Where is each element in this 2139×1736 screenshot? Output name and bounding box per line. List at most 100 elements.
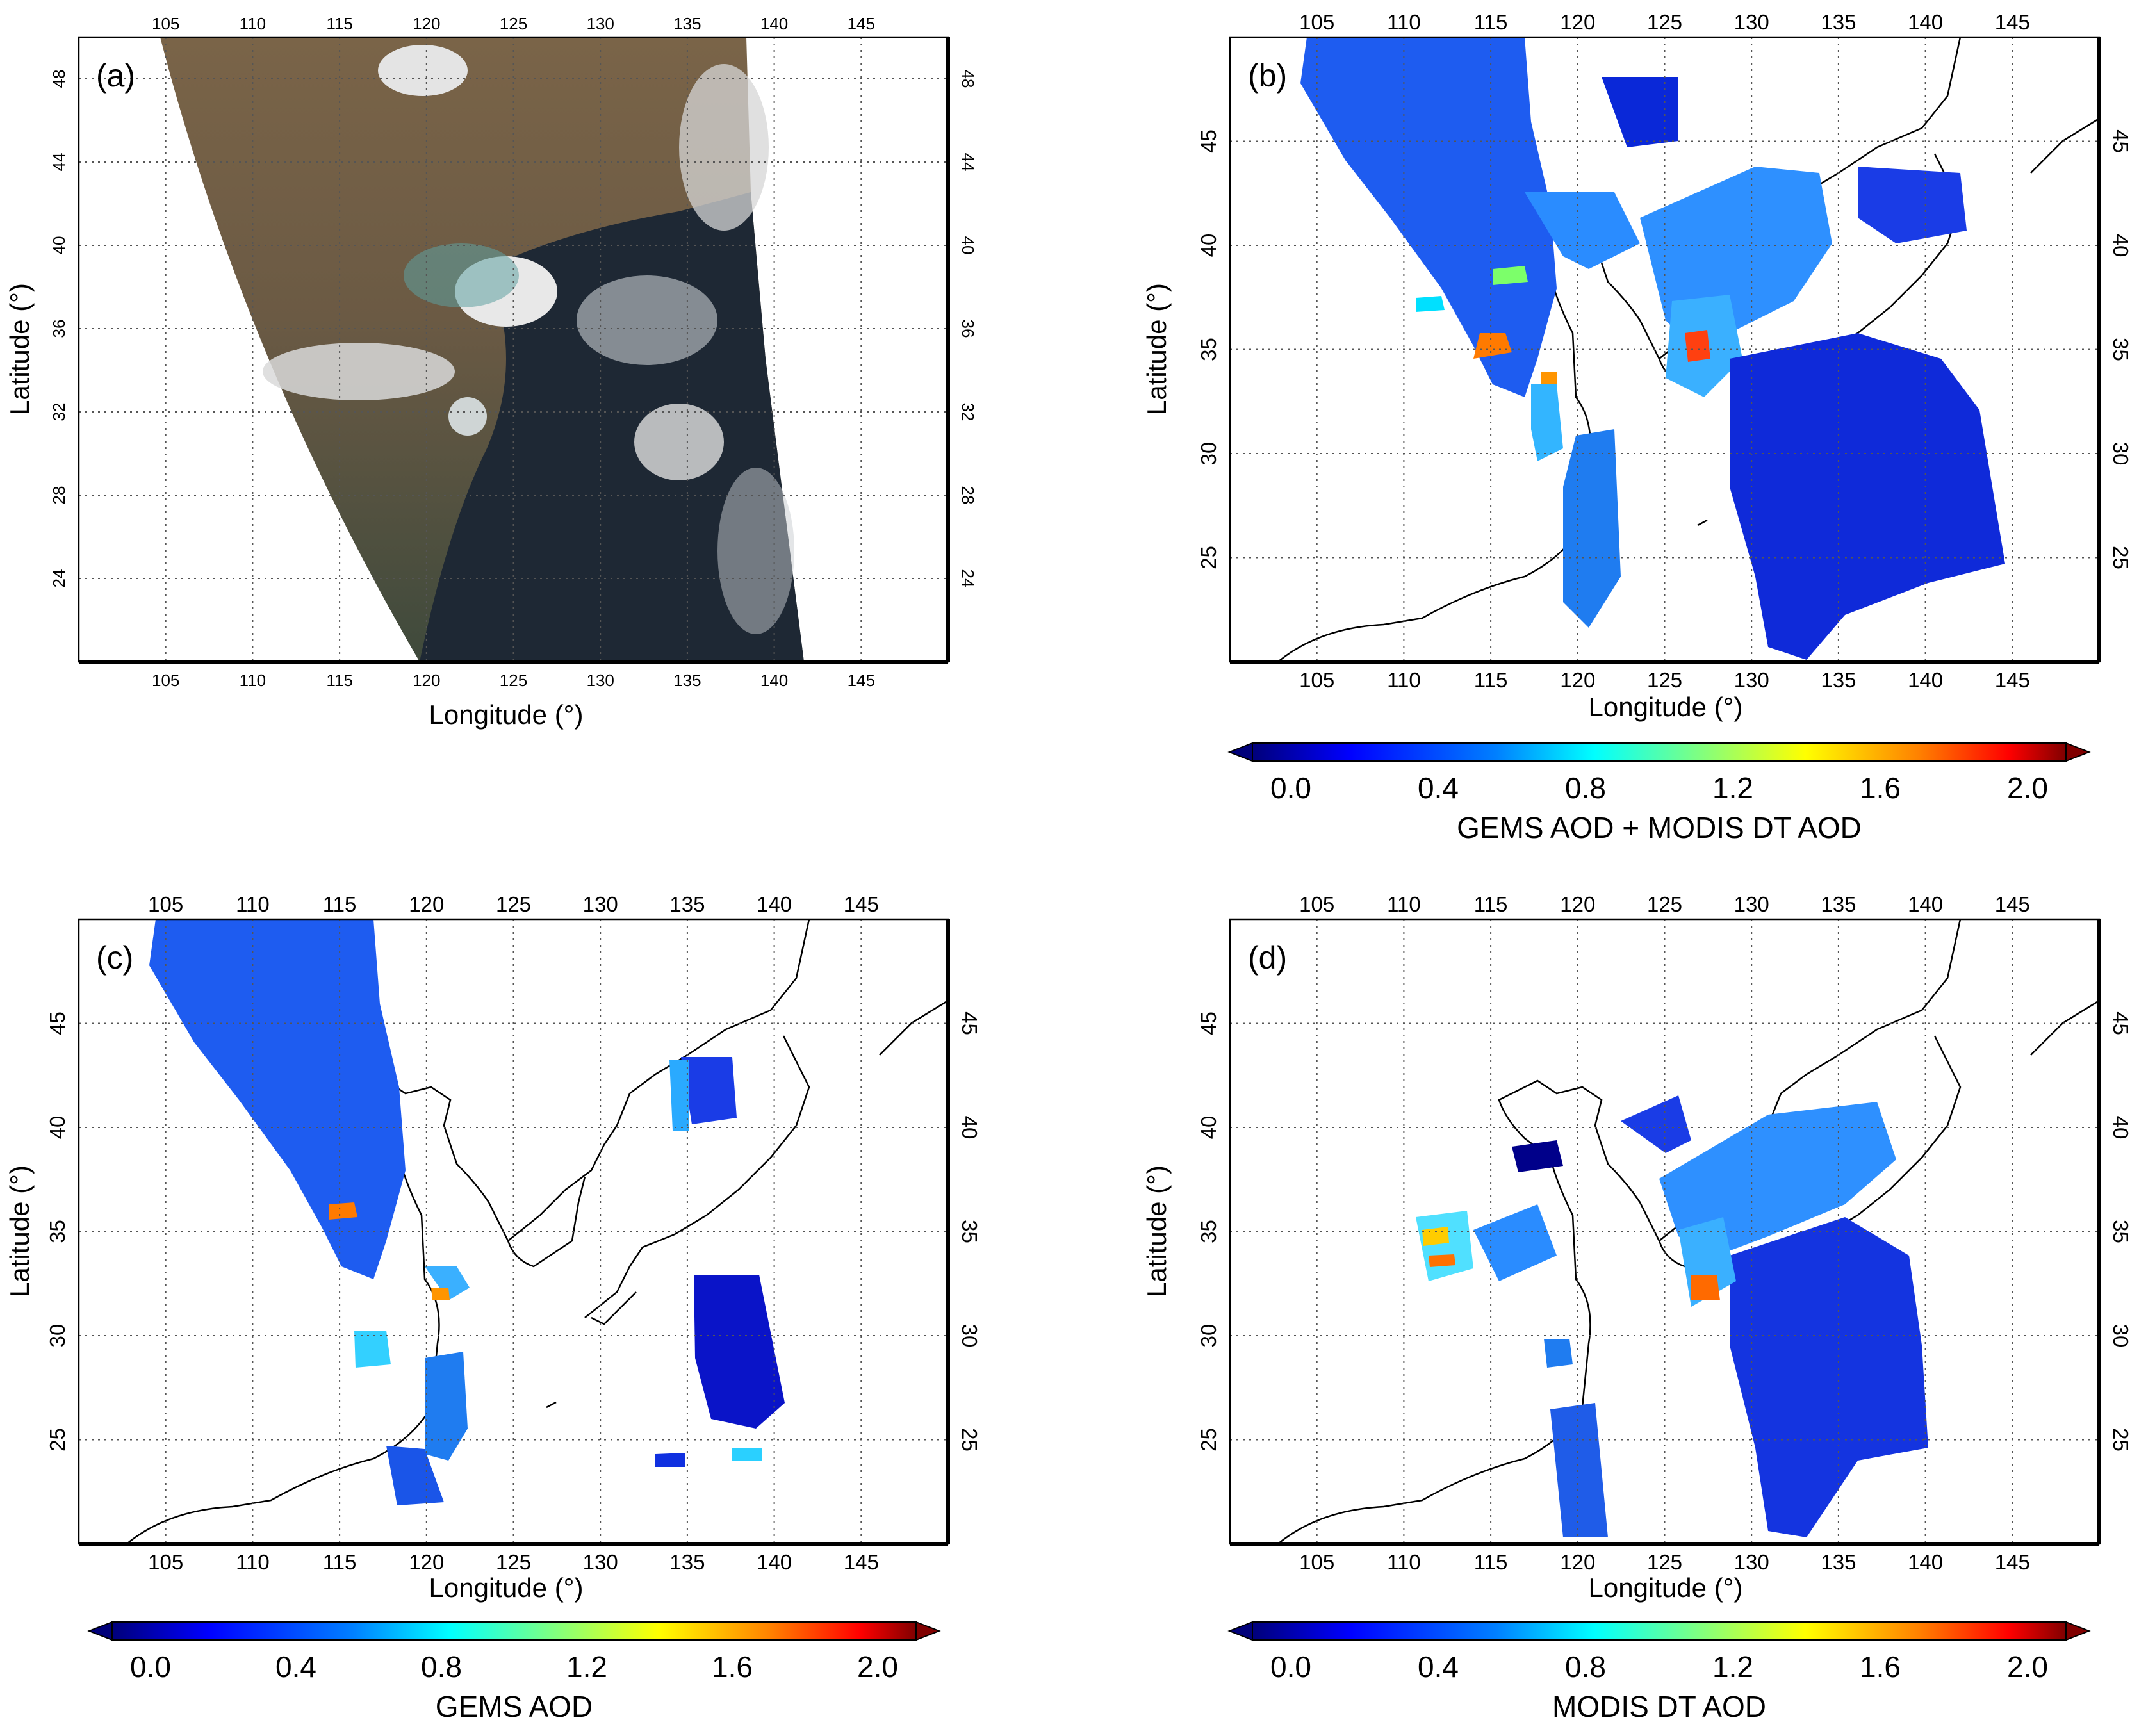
lon-tick-label-bottom: 135 bbox=[673, 671, 701, 690]
lon-tick-label-bottom: 140 bbox=[1908, 668, 1943, 692]
y-axis-label-b: Latitude (°) bbox=[1142, 283, 1172, 415]
lon-tick-label-bottom: 105 bbox=[152, 671, 179, 690]
lon-tick-label-top: 115 bbox=[1474, 892, 1508, 916]
cloud-patch bbox=[263, 343, 455, 400]
lat-tick-label-left: 28 bbox=[49, 486, 69, 505]
aod-retrievals-c bbox=[149, 919, 785, 1505]
map-frame-d bbox=[1229, 918, 2101, 1545]
lat-tick-label-right: 45 bbox=[2109, 1011, 2133, 1035]
lon-tick-label-top: 135 bbox=[1821, 10, 1856, 34]
lon-tick-label-top: 105 bbox=[1299, 892, 1334, 916]
lon-tick-label-bottom: 110 bbox=[1387, 1550, 1421, 1574]
lon-tick-label-top: 125 bbox=[1647, 10, 1682, 34]
lat-tick-label-right: 44 bbox=[958, 153, 978, 172]
x-axis-label-c: Longitude (°) bbox=[429, 1573, 584, 1603]
colorbar-tick-label: 0.0 bbox=[1270, 771, 1311, 805]
lat-tick-label-left: 44 bbox=[49, 153, 69, 172]
colorbar-title: GEMS AOD + MODIS DT AOD bbox=[1457, 811, 1862, 844]
panel-label-b: (b) bbox=[1248, 58, 1287, 94]
lat-tick-label-right: 24 bbox=[958, 569, 978, 588]
lon-tick-label-bottom: 130 bbox=[587, 671, 614, 690]
lat-tick-label-left: 35 bbox=[45, 1220, 69, 1243]
lon-tick-label-bottom: 125 bbox=[496, 1550, 531, 1574]
lon-tick-label-bottom: 135 bbox=[1821, 668, 1856, 692]
colorbar-gradient bbox=[1252, 1621, 2067, 1641]
lat-tick-label-left: 40 bbox=[45, 1116, 69, 1140]
lon-tick-label-top: 130 bbox=[1734, 10, 1769, 34]
lon-tick-label-top: 145 bbox=[1995, 892, 2030, 916]
panel-a: 105 105 110 110 115 115 120 120 125 125 130 130 135 1… bbox=[4, 14, 978, 730]
lon-tick-label-bottom: 115 bbox=[326, 671, 352, 690]
lon-tick-label-top: 135 bbox=[1821, 892, 1856, 916]
lat-tick-label-right: 40 bbox=[958, 1116, 981, 1140]
lat-tick-label-right: 45 bbox=[2109, 129, 2133, 153]
lon-tick-label-top: 135 bbox=[673, 14, 701, 33]
lon-tick-label-bottom: 115 bbox=[323, 1550, 357, 1574]
y-axis-label-a: Latitude (°) bbox=[4, 283, 35, 415]
colorbar-tick-label: 1.6 bbox=[1860, 1650, 1901, 1683]
cloud-patch bbox=[717, 468, 794, 634]
lat-tick-label-left: 30 bbox=[1197, 1324, 1220, 1348]
lon-tick-label-top: 145 bbox=[1995, 10, 2030, 34]
lon-tick-label-bottom: 120 bbox=[409, 1550, 444, 1574]
colorbar-gradient bbox=[111, 1621, 917, 1641]
colorbar-tick-label: 1.6 bbox=[712, 1650, 753, 1683]
y-axis-label-c: Latitude (°) bbox=[4, 1165, 35, 1297]
lon-tick-label-top: 115 bbox=[323, 892, 357, 916]
lon-tick-label-bottom: 105 bbox=[1299, 668, 1334, 692]
colorbar-tick-label: 1.2 bbox=[1712, 1650, 1753, 1683]
lon-tick-label-bottom: 120 bbox=[1560, 668, 1595, 692]
lat-tick-label-left: 36 bbox=[49, 320, 69, 338]
cloud-patch bbox=[577, 275, 717, 365]
panel-label-a: (a) bbox=[96, 58, 135, 94]
lat-tick-label-left: 45 bbox=[45, 1011, 69, 1035]
colorbar-tick-label: 0.8 bbox=[421, 1650, 462, 1683]
lon-tick-label-bottom: 115 bbox=[1474, 668, 1508, 692]
lon-tick-label-top: 140 bbox=[1908, 10, 1943, 34]
panel-d: 105 105 110 110 115 115 120 120 125 125 130 130 135 1… bbox=[1142, 892, 2133, 1723]
lon-tick-label-bottom: 140 bbox=[1908, 1550, 1943, 1574]
aod-retrievals-d bbox=[1416, 1095, 1928, 1537]
lat-tick-label-right: 28 bbox=[958, 486, 978, 505]
lon-tick-label-top: 120 bbox=[1560, 892, 1595, 916]
gridlines-d: 105 105 110 110 115 115 120 120 125 125 130 130 135 1… bbox=[1197, 892, 2133, 1574]
lon-tick-label-bottom: 140 bbox=[760, 671, 788, 690]
cloud-patch bbox=[378, 45, 468, 96]
colorbar-d: 0.0 0.4 0.8 1.2 1.6 2.0 MODIS DT AOD bbox=[1227, 1621, 2091, 1723]
lon-tick-label-top: 120 bbox=[1560, 10, 1595, 34]
colorbar-tick-label: 1.6 bbox=[1860, 771, 1901, 805]
colorbar-title: GEMS AOD bbox=[436, 1690, 593, 1723]
lat-tick-label-right: 30 bbox=[2109, 442, 2133, 466]
lon-tick-label-top: 130 bbox=[583, 892, 618, 916]
colorbar-b: 0.0 0.4 0.8 1.2 1.6 2.0 GEMS AOD + MODIS DT AO… bbox=[1227, 742, 2091, 844]
haze-patch bbox=[404, 243, 519, 307]
lon-tick-label-top: 125 bbox=[1647, 892, 1682, 916]
lon-tick-label-bottom: 110 bbox=[240, 671, 266, 690]
lon-tick-label-top: 120 bbox=[409, 892, 444, 916]
lat-tick-label-right: 40 bbox=[2109, 234, 2133, 258]
lat-tick-label-right: 45 bbox=[958, 1011, 981, 1035]
lon-tick-label-bottom: 130 bbox=[1734, 1550, 1769, 1574]
lat-tick-label-left: 40 bbox=[1197, 1116, 1220, 1140]
colorbar-tick-label: 0.0 bbox=[1270, 1650, 1311, 1683]
colorbar-tick-label: 2.0 bbox=[2007, 771, 2048, 805]
lat-tick-label-right: 25 bbox=[2109, 1428, 2133, 1452]
lon-tick-label-bottom: 140 bbox=[757, 1550, 792, 1574]
lon-tick-label-top: 140 bbox=[757, 892, 792, 916]
lon-tick-label-top: 115 bbox=[326, 14, 352, 33]
lat-tick-label-right: 48 bbox=[958, 70, 978, 88]
cloud-patch bbox=[634, 404, 724, 480]
lat-tick-label-left: 40 bbox=[49, 236, 69, 255]
lon-tick-label-top: 115 bbox=[1474, 10, 1508, 34]
y-axis-label-d: Latitude (°) bbox=[1142, 1165, 1172, 1297]
gridlines-b: 105 105 110 110 115 115 120 120 125 125 130 130 135 1… bbox=[1197, 10, 2133, 692]
lon-tick-label-bottom: 135 bbox=[1821, 1550, 1856, 1574]
lon-tick-label-bottom: 145 bbox=[848, 671, 875, 690]
lat-tick-label-right: 36 bbox=[958, 320, 978, 338]
lon-tick-label-bottom: 115 bbox=[1474, 1550, 1508, 1574]
panel-b: 105 105 110 110 115 115 120 120 125 125 130 130 135 1… bbox=[1142, 10, 2133, 844]
lon-tick-label-bottom: 145 bbox=[844, 1550, 879, 1574]
lat-tick-label-left: 45 bbox=[1197, 129, 1220, 153]
lon-tick-label-top: 130 bbox=[1734, 892, 1769, 916]
